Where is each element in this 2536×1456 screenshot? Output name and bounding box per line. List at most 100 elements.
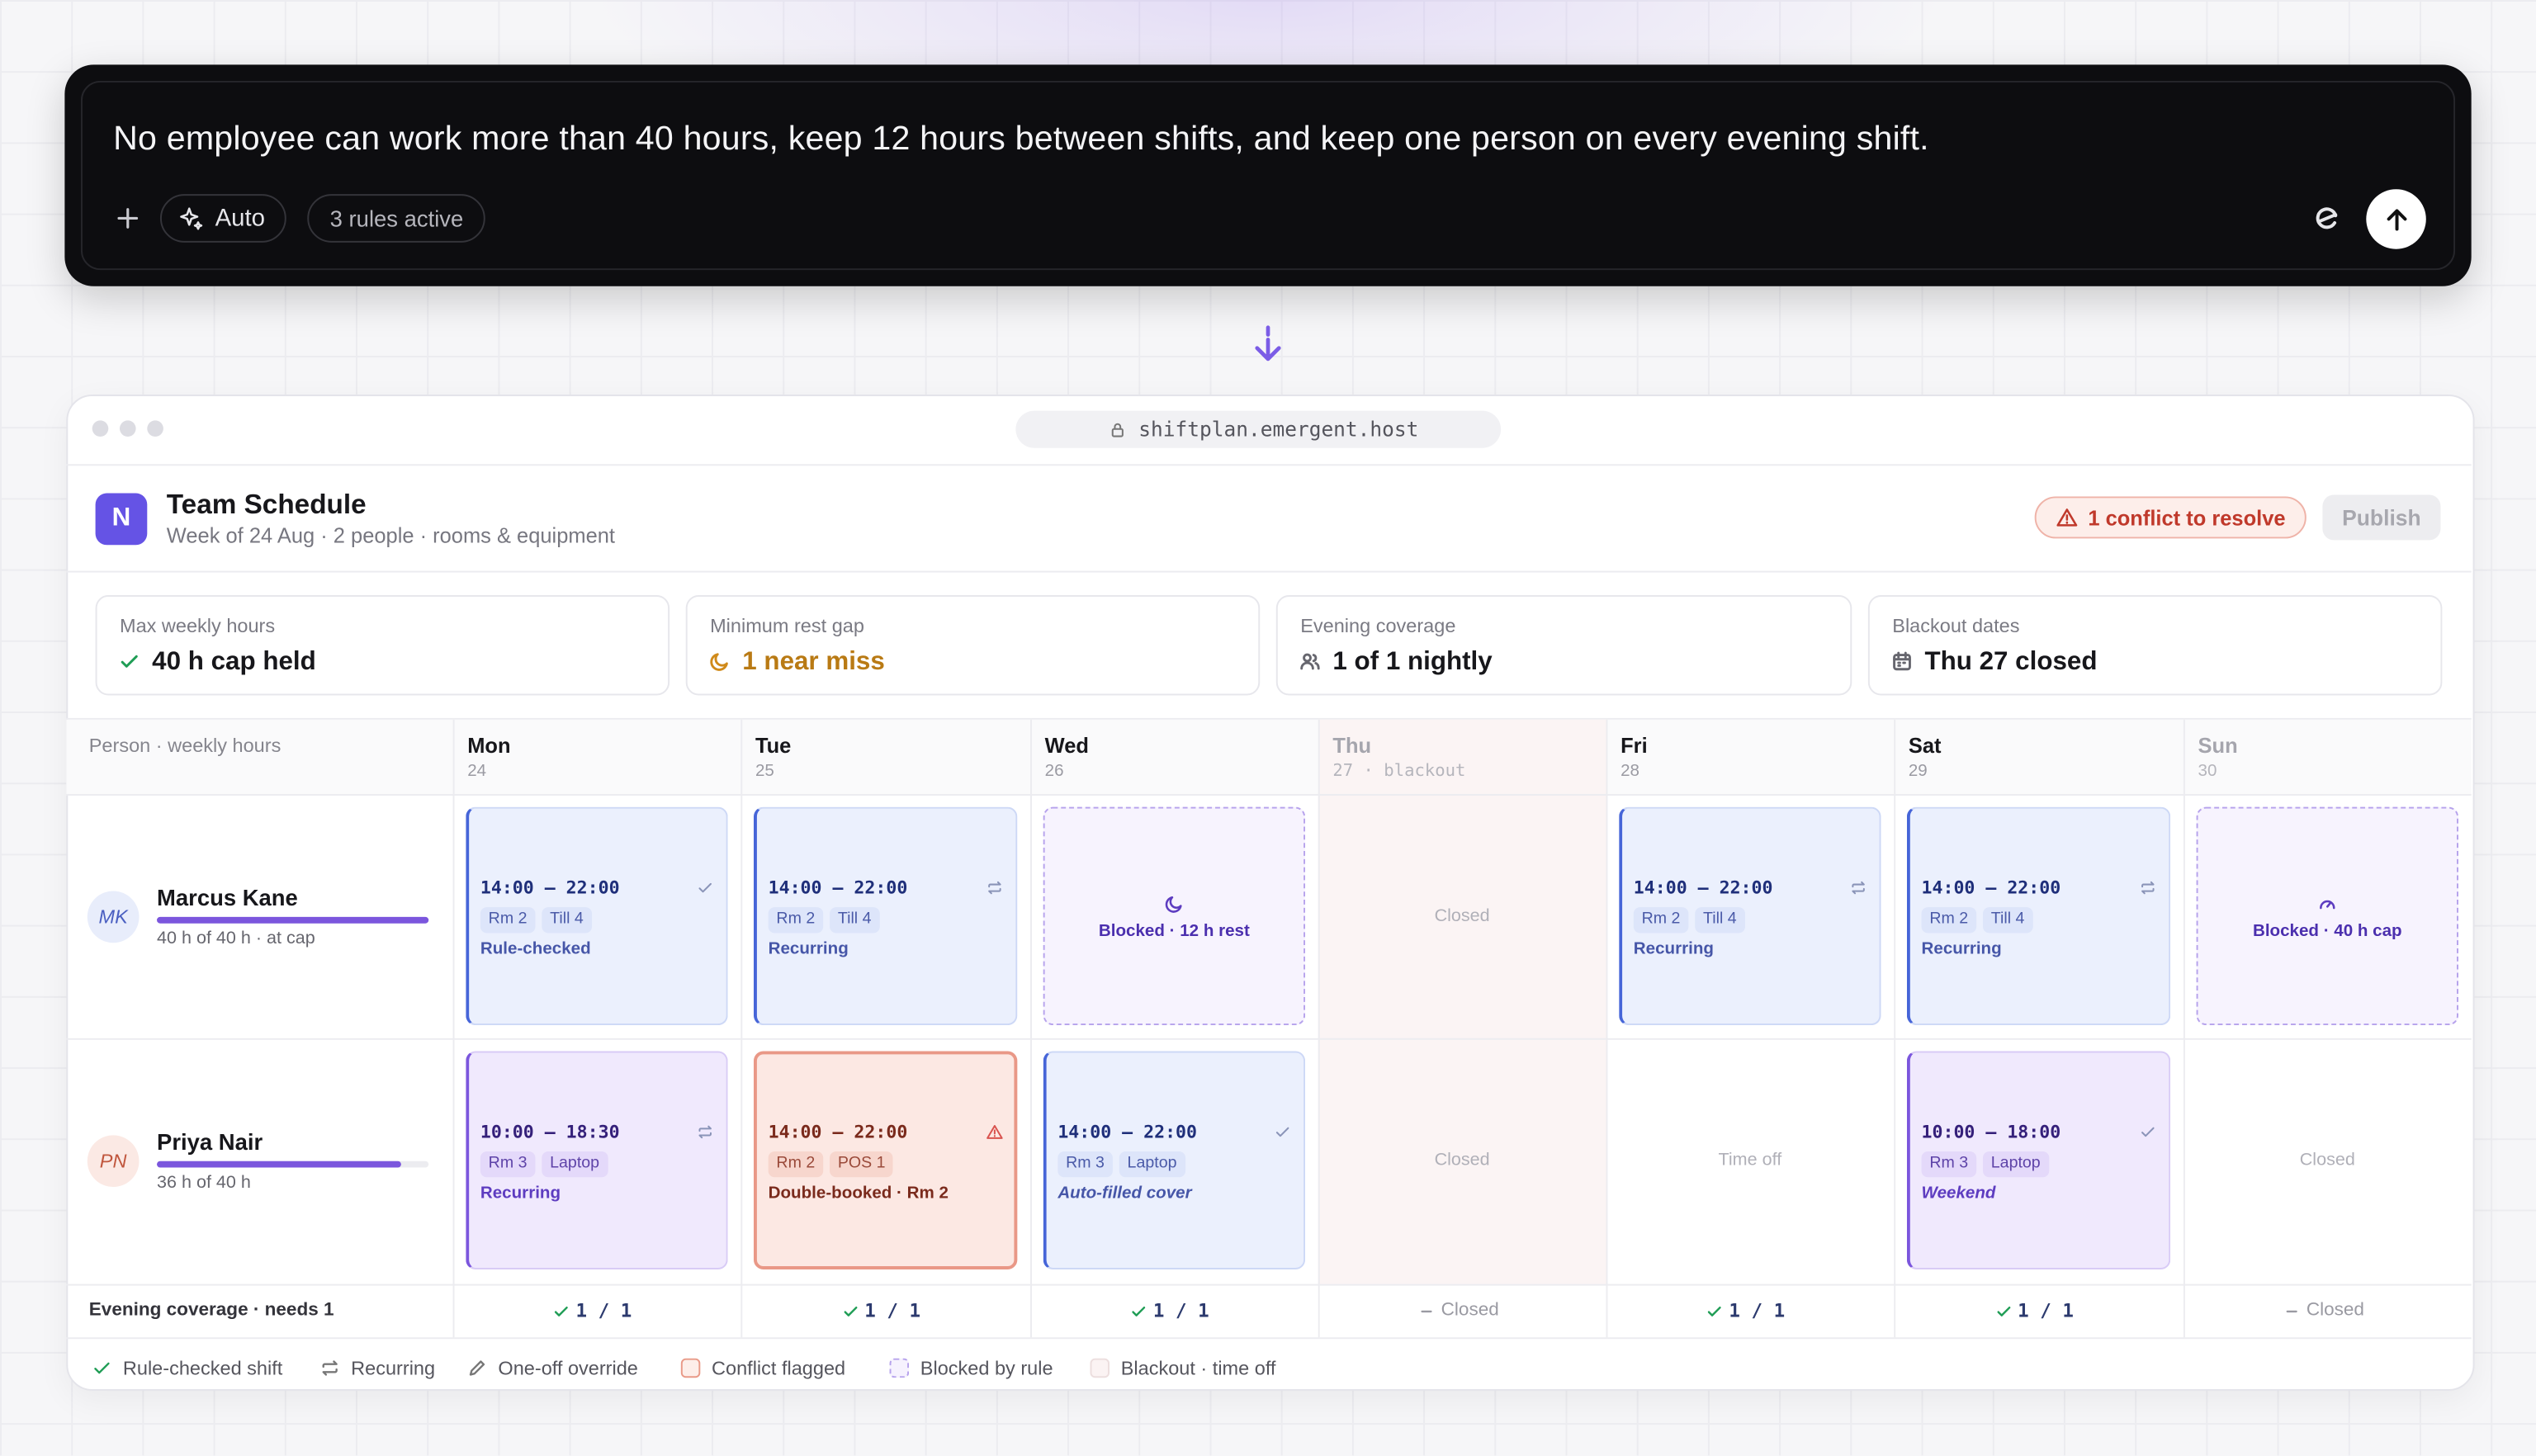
metric-label: Evening coverage — [1300, 614, 1456, 637]
conflict-pill[interactable]: 1 conflict to resolve — [2034, 496, 2307, 539]
legend-label: Rule-checked shift — [122, 1355, 283, 1379]
icon — [1417, 1302, 1436, 1320]
metric-label: Blackout dates — [1892, 614, 2020, 637]
add-button — [115, 206, 140, 231]
resource-tag: Rm 3 — [1921, 1151, 1976, 1178]
shift-time: 14:00 – 22:00 — [1633, 877, 1773, 899]
resource-tag: POS 1 — [830, 1151, 894, 1178]
icon — [1994, 1302, 2013, 1320]
icon — [2317, 893, 2338, 914]
icon — [92, 1357, 112, 1378]
metric-value: Thu 27 closed — [1924, 647, 2098, 675]
coverage-value: 1 / 1 — [575, 1298, 632, 1321]
icon — [1164, 893, 1185, 914]
icon — [2283, 1302, 2301, 1320]
grid-header-bg — [66, 719, 2472, 794]
day-name: Fri — [1620, 733, 1648, 758]
shift-time: 14:00 – 22:00 — [768, 877, 908, 899]
url-bar — [1015, 410, 1502, 448]
icon — [1890, 650, 1913, 673]
metric-label: Minimum rest gap — [710, 614, 864, 637]
column-divider — [1318, 719, 1320, 1338]
column-divider — [2183, 719, 2185, 1338]
shift-note: Recurring — [480, 1183, 561, 1203]
window-dot — [92, 420, 109, 437]
blackout-column — [1318, 719, 1606, 1284]
icon — [118, 650, 140, 673]
icon — [841, 1302, 859, 1320]
resource-tag: Rm 2 — [1633, 907, 1689, 934]
resource-tag: Till 4 — [1695, 907, 1745, 934]
day-date: 24 — [467, 760, 487, 780]
shift-time: 14:00 – 22:00 — [480, 877, 620, 899]
resource-tag: Laptop — [1982, 1151, 2049, 1178]
metric-card — [685, 594, 1261, 696]
metric-value: 1 near miss — [742, 647, 885, 675]
row-divider — [66, 1337, 2472, 1340]
resource-tag: Rm 2 — [480, 907, 536, 934]
shift-note: Rule-checked — [480, 938, 591, 959]
icon — [552, 1302, 570, 1320]
shift-time: 14:00 – 22:00 — [768, 1121, 908, 1143]
shift-time: 14:00 – 22:00 — [1057, 1121, 1197, 1143]
window-dot — [119, 420, 136, 437]
coverage-value: 1 / 1 — [864, 1298, 921, 1321]
shift-note: Recurring — [1633, 938, 1714, 959]
icon — [986, 879, 1004, 897]
coverage-value: 1 / 1 — [1729, 1298, 1786, 1321]
cell-status: Closed — [1434, 906, 1490, 926]
column-divider — [1606, 719, 1608, 1338]
metric-card — [1867, 594, 2443, 696]
resource-tag: Till 4 — [542, 907, 592, 934]
send-icon — [2382, 205, 2411, 234]
icon — [2139, 879, 2157, 897]
coverage-value: 1 / 1 — [1152, 1298, 1209, 1321]
day-name: Mon — [467, 733, 511, 758]
day-name: Tue — [755, 733, 792, 758]
header-divider — [66, 570, 2472, 573]
page-title: Team Schedule — [166, 489, 367, 520]
resource-tag: Rm 2 — [1921, 907, 1976, 934]
person-name: Marcus Kane — [157, 884, 298, 911]
coverage-label: Evening coverage · needs 1 — [88, 1299, 334, 1320]
day-name: Wed — [1044, 733, 1089, 758]
cell-status: Closed — [2299, 1150, 2355, 1170]
mode-label: Auto — [215, 204, 266, 233]
day-date: 28 — [1620, 760, 1640, 780]
rules-pill[interactable]: 3 rules active — [307, 194, 486, 243]
day-date: 25 — [755, 760, 774, 780]
icon — [1090, 1357, 1110, 1378]
resource-tag: Rm 2 — [768, 907, 824, 934]
resource-tag: Laptop — [542, 1151, 608, 1178]
coverage-value: Closed — [2306, 1299, 2364, 1320]
metric-value: 40 h cap held — [152, 647, 316, 675]
icon — [986, 1123, 1004, 1142]
hours-bar — [157, 916, 429, 924]
shift-time: 14:00 – 22:00 — [1921, 877, 2061, 899]
hours-summary: 36 h of 40 h — [157, 1173, 251, 1193]
app-badge: N — [95, 493, 148, 546]
shift-note: Auto-filled cover — [1057, 1183, 1192, 1203]
shift-note: Double-booked · Rm 2 — [768, 1183, 949, 1203]
metric-card — [1275, 594, 1852, 696]
day-name: Sun — [2198, 733, 2238, 758]
mode-pill[interactable] — [159, 194, 286, 243]
icon — [319, 1357, 340, 1378]
icon — [1109, 421, 1127, 439]
legend-label: Blackout · time off — [1120, 1355, 1276, 1379]
shift-time: 10:00 – 18:30 — [480, 1121, 620, 1143]
flow-arrow — [1249, 325, 1288, 364]
icon — [1130, 1302, 1148, 1320]
legend-label: Recurring — [351, 1355, 436, 1379]
metric-value: 1 of 1 nightly — [1332, 647, 1493, 675]
day-date: 29 — [1908, 760, 1928, 780]
avatar: PN — [87, 1135, 140, 1188]
cell-status: Time off — [1718, 1150, 1782, 1170]
metric-label: Max weekly hours — [119, 614, 276, 637]
icon — [1299, 650, 1321, 673]
publish-button[interactable]: Publish — [2322, 494, 2441, 541]
page-subtitle: Week of 24 Aug · 2 people · rooms & equi… — [166, 522, 616, 548]
day-date: 27 · blackout — [1332, 760, 1466, 780]
coverage-value: Closed — [1441, 1299, 1499, 1320]
